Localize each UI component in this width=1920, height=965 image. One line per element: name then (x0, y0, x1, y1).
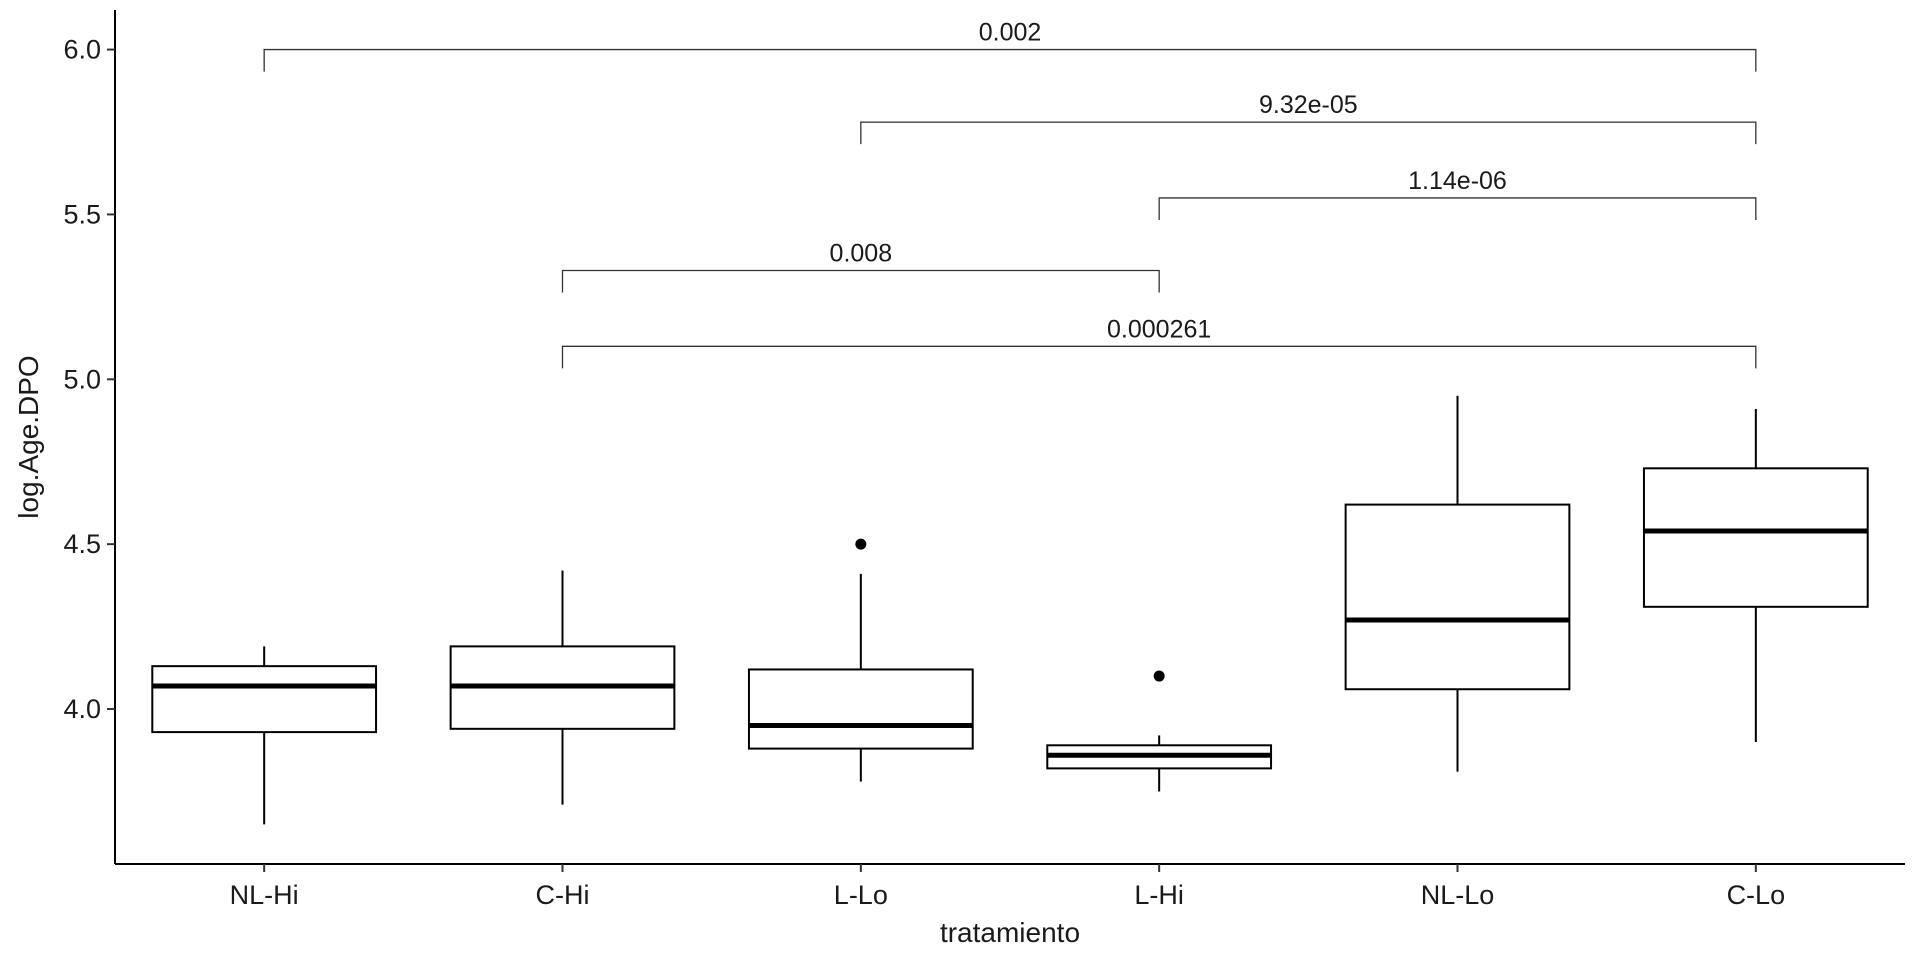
y-tick-label: 5.0 (63, 364, 101, 394)
x-tick-label: L-Lo (834, 880, 888, 910)
y-tick-label: 4.5 (63, 529, 101, 559)
axes: 4.0 4.5 5.0 5.5 6.0 NL-Hi C-Hi L-Lo L-Hi NL-Lo C-L… (63, 10, 1905, 910)
box-c-hi (449, 570, 676, 805)
p-value-label: 1.14e-06 (1408, 167, 1507, 195)
box-nl-lo (1344, 395, 1571, 772)
box-iqr (1344, 503, 1571, 691)
p-value-label: 9.32e-05 (1259, 91, 1358, 119)
x-tick-label: NL-Lo (1421, 880, 1495, 910)
outlier-point (1153, 670, 1165, 682)
bracket-c-hi-c-lo: 0.000261 (561, 315, 1757, 369)
bracket-l-hi-c-lo: 1.14e-06 (1158, 167, 1757, 220)
bracket-nl-hi-c-lo: 0.002 (263, 19, 1757, 72)
x-tick-label: C-Lo (1727, 880, 1786, 910)
bracket-line (860, 121, 1757, 145)
box-nl-hi (151, 646, 378, 825)
comparison-brackets: 0.002 9.32e-05 1.14e-06 0.008 0.000261 (263, 19, 1757, 369)
x-tick-label: C-Hi (536, 880, 590, 910)
bracket-c-hi-l-hi: 0.008 (561, 239, 1160, 293)
box-l-hi (1046, 670, 1273, 792)
y-tick-label: 4.0 (63, 694, 101, 724)
box-iqr (151, 665, 378, 734)
boxes (151, 395, 1869, 825)
y-tick-label: 5.5 (63, 199, 101, 229)
y-axis-title: log.Age.DPO (13, 355, 44, 518)
box-iqr (747, 668, 974, 750)
box-c-lo (1642, 408, 1869, 742)
bracket-line (263, 48, 1757, 72)
p-value-label: 0.002 (979, 19, 1042, 47)
x-axis-title: tratamiento (940, 917, 1080, 948)
x-tick-label: L-Hi (1134, 880, 1184, 910)
bracket-line (561, 345, 1757, 369)
outlier-point (855, 538, 867, 550)
bracket-l-lo-c-lo: 9.32e-05 (860, 91, 1757, 145)
p-value-label: 0.000261 (1107, 315, 1211, 343)
y-tick-label: 6.0 (63, 35, 101, 65)
box-l-lo (747, 538, 974, 782)
bracket-line (561, 269, 1160, 293)
bracket-line (1158, 197, 1757, 220)
x-tick-label: NL-Hi (230, 880, 299, 910)
p-value-label: 0.008 (830, 239, 893, 267)
box-iqr (1642, 467, 1869, 608)
